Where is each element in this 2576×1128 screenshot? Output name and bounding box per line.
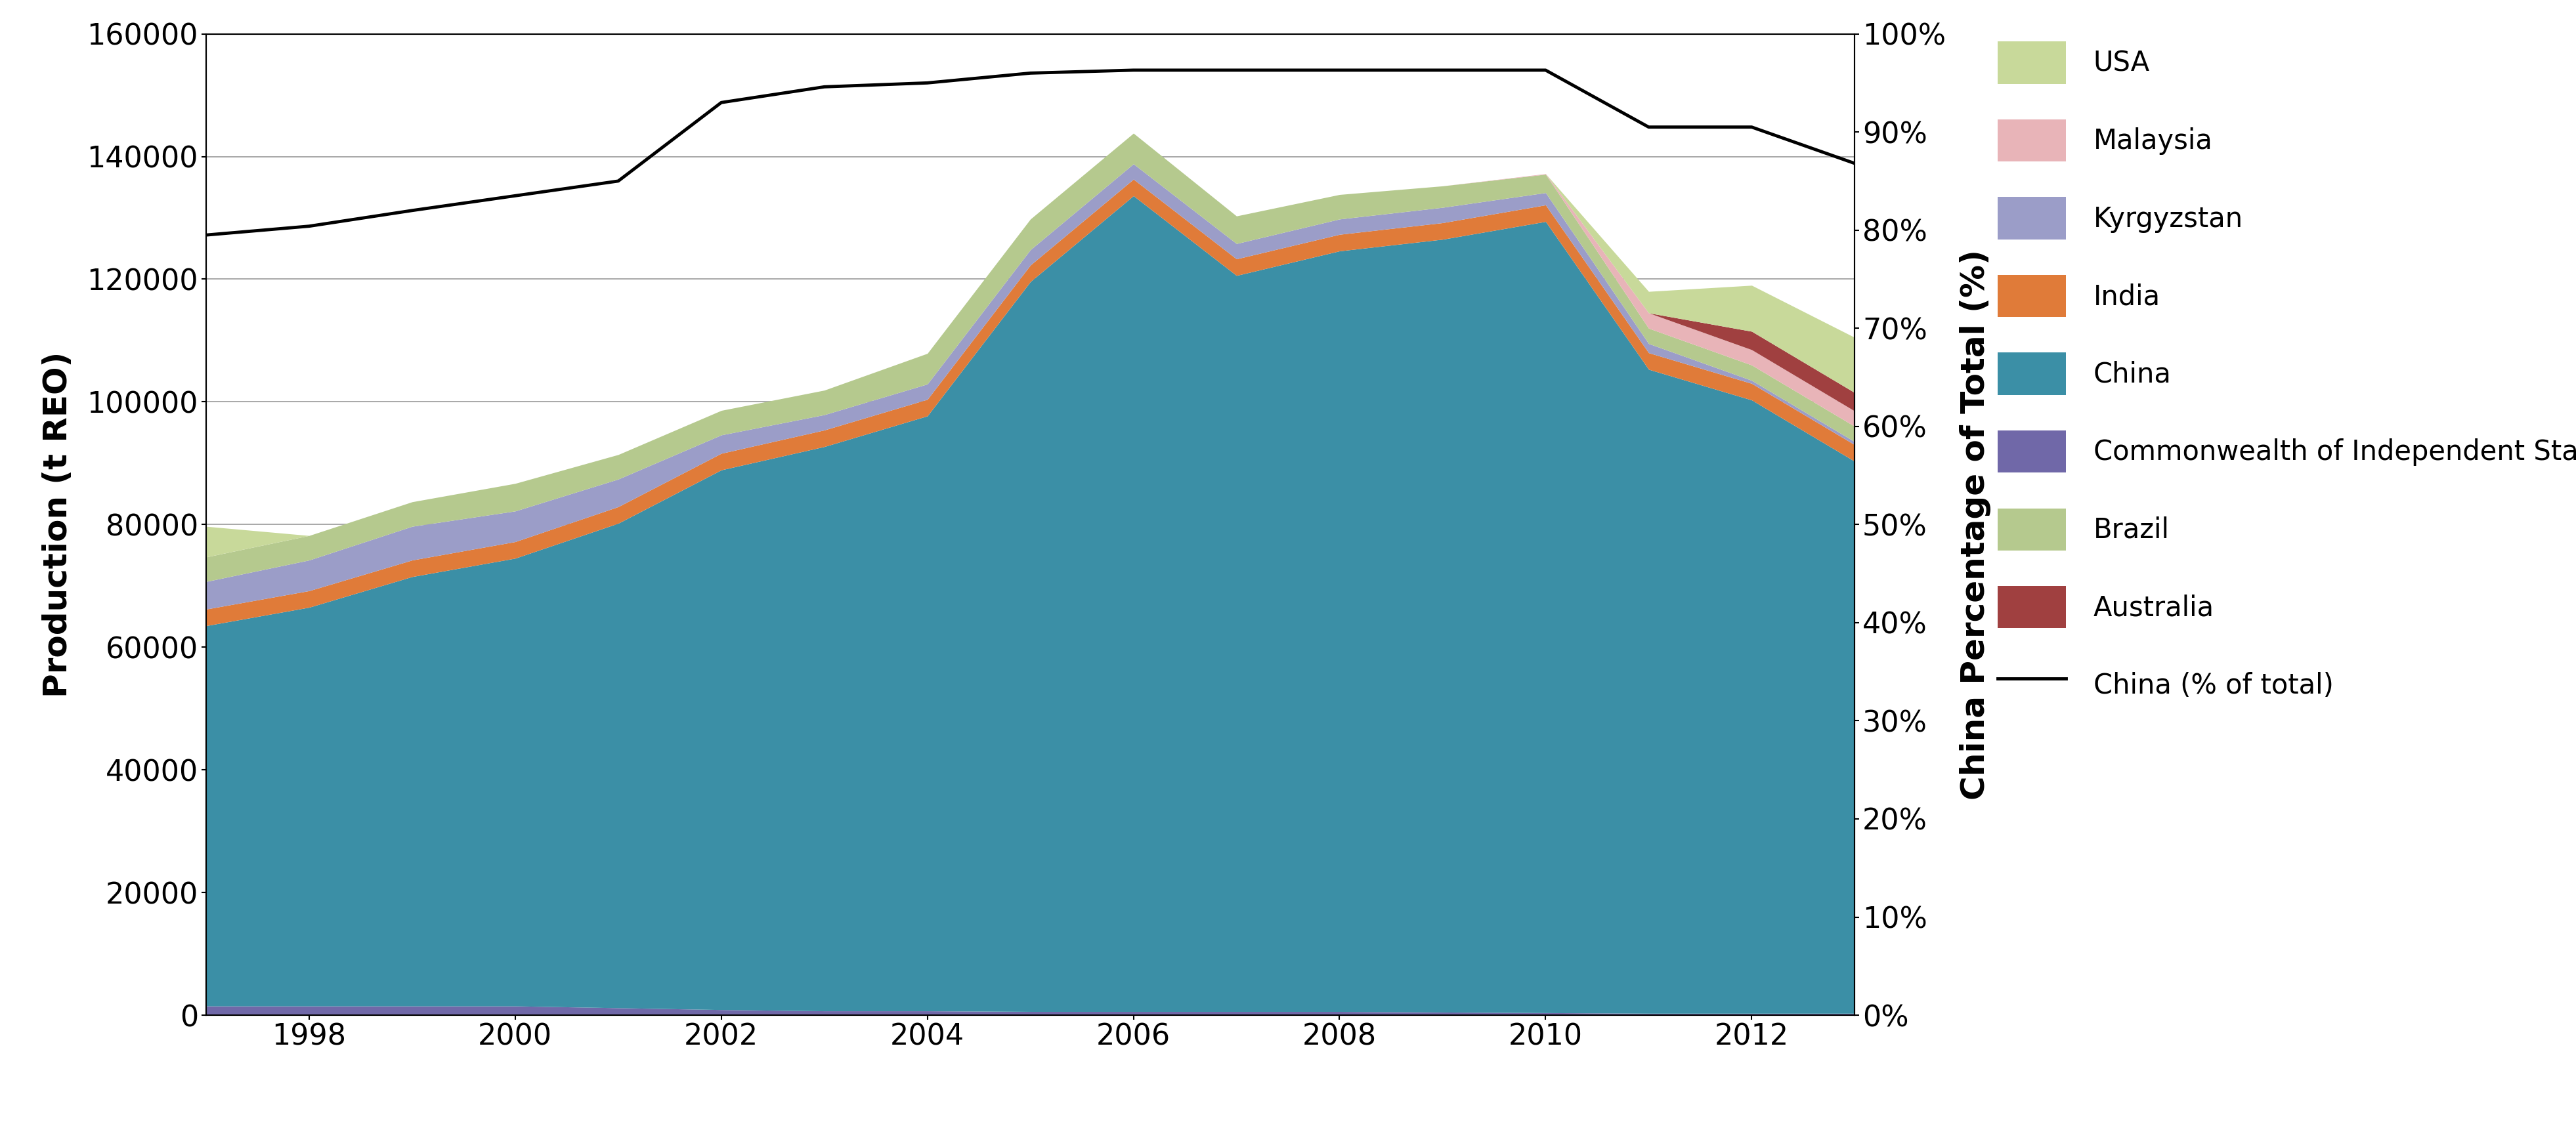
Y-axis label: China Percentage of Total (%): China Percentage of Total (%) bbox=[1960, 249, 1991, 800]
Legend: USA, Malaysia, Kyrgyzstan, India, China, Commonwealth of Independent States, Bra: USA, Malaysia, Kyrgyzstan, India, China,… bbox=[1984, 28, 2576, 720]
Y-axis label: Production (t REO): Production (t REO) bbox=[41, 352, 72, 697]
